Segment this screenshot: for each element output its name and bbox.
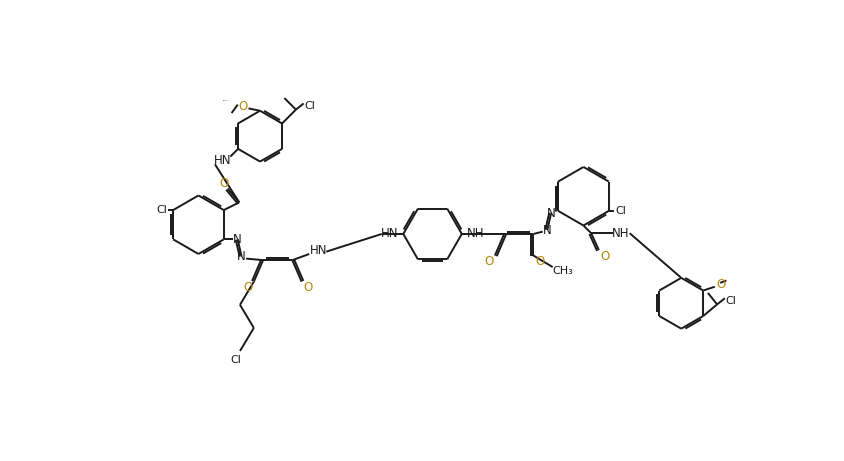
Text: CH₃: CH₃	[552, 266, 573, 276]
Text: O: O	[535, 255, 544, 268]
Text: O: O	[717, 278, 726, 291]
Text: NH: NH	[612, 227, 629, 240]
Text: methoxy: methoxy	[223, 100, 230, 101]
Text: O: O	[484, 255, 494, 268]
Text: HN: HN	[310, 243, 327, 257]
Text: O: O	[239, 100, 248, 113]
Text: N: N	[547, 207, 555, 220]
Text: HN: HN	[214, 154, 231, 167]
Text: HN: HN	[381, 227, 398, 241]
Text: Cl: Cl	[615, 206, 625, 216]
Text: NH: NH	[467, 227, 484, 241]
Text: N: N	[237, 250, 246, 263]
Text: Cl: Cl	[305, 101, 315, 111]
Text: N: N	[543, 224, 552, 236]
Text: O: O	[243, 281, 252, 295]
Text: O: O	[219, 177, 229, 189]
Text: O: O	[303, 281, 312, 295]
Text: Cl: Cl	[726, 296, 737, 306]
Text: Cl: Cl	[156, 205, 167, 215]
Text: N: N	[233, 233, 242, 246]
Text: O: O	[600, 250, 609, 263]
Text: Cl: Cl	[230, 355, 241, 365]
